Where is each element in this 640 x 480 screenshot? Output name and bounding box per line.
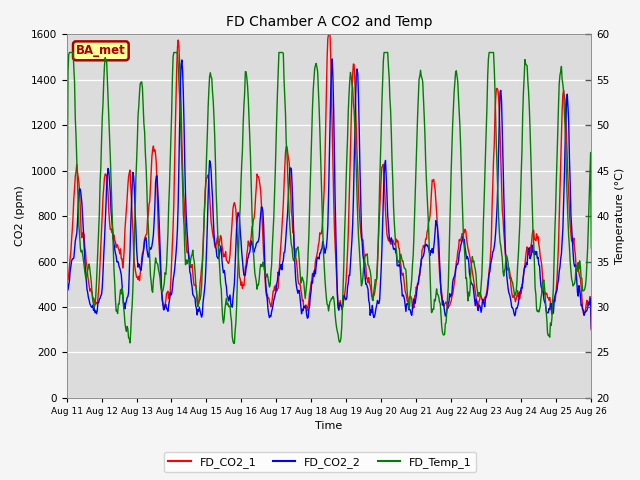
FD_CO2_2	[588, 325, 595, 331]
X-axis label: Time: Time	[316, 421, 342, 432]
Legend: FD_CO2_1, FD_CO2_2, FD_Temp_1: FD_CO2_1, FD_CO2_2, FD_Temp_1	[164, 452, 476, 472]
Title: FD Chamber A CO2 and Temp: FD Chamber A CO2 and Temp	[226, 15, 432, 29]
FD_CO2_1	[324, 32, 332, 37]
FD_Temp_1	[394, 257, 402, 263]
Text: BA_met: BA_met	[76, 44, 125, 57]
Y-axis label: Temperature (°C): Temperature (°C)	[615, 168, 625, 264]
FD_CO2_2	[63, 317, 70, 323]
Y-axis label: CO2 (ppm): CO2 (ppm)	[15, 186, 25, 246]
FD_CO2_1	[207, 218, 215, 224]
FD_CO2_1	[63, 313, 70, 319]
FD_Temp_1	[208, 75, 216, 81]
Line: FD_CO2_2: FD_CO2_2	[67, 59, 591, 328]
FD_CO2_1	[179, 188, 187, 194]
FD_Temp_1	[66, 49, 74, 55]
FD_Temp_1	[230, 340, 237, 346]
FD_CO2_2	[328, 56, 336, 62]
FD_CO2_2	[207, 167, 215, 173]
FD_Temp_1	[180, 222, 188, 228]
Line: FD_CO2_1: FD_CO2_1	[67, 35, 591, 330]
FD_CO2_2	[126, 248, 134, 253]
FD_Temp_1	[410, 252, 417, 257]
FD_Temp_1	[73, 157, 81, 163]
FD_CO2_2	[394, 263, 401, 269]
Line: FD_Temp_1: FD_Temp_1	[67, 52, 591, 343]
FD_Temp_1	[588, 245, 595, 251]
FD_Temp_1	[63, 330, 70, 336]
FD_Temp_1	[127, 328, 134, 334]
FD_CO2_1	[72, 169, 80, 175]
FD_CO2_2	[409, 306, 417, 312]
FD_CO2_1	[394, 239, 401, 245]
FD_CO2_2	[72, 234, 80, 240]
FD_CO2_2	[179, 90, 187, 96]
FD_CO2_1	[588, 327, 595, 333]
FD_CO2_1	[126, 167, 134, 173]
FD_CO2_1	[409, 306, 417, 312]
